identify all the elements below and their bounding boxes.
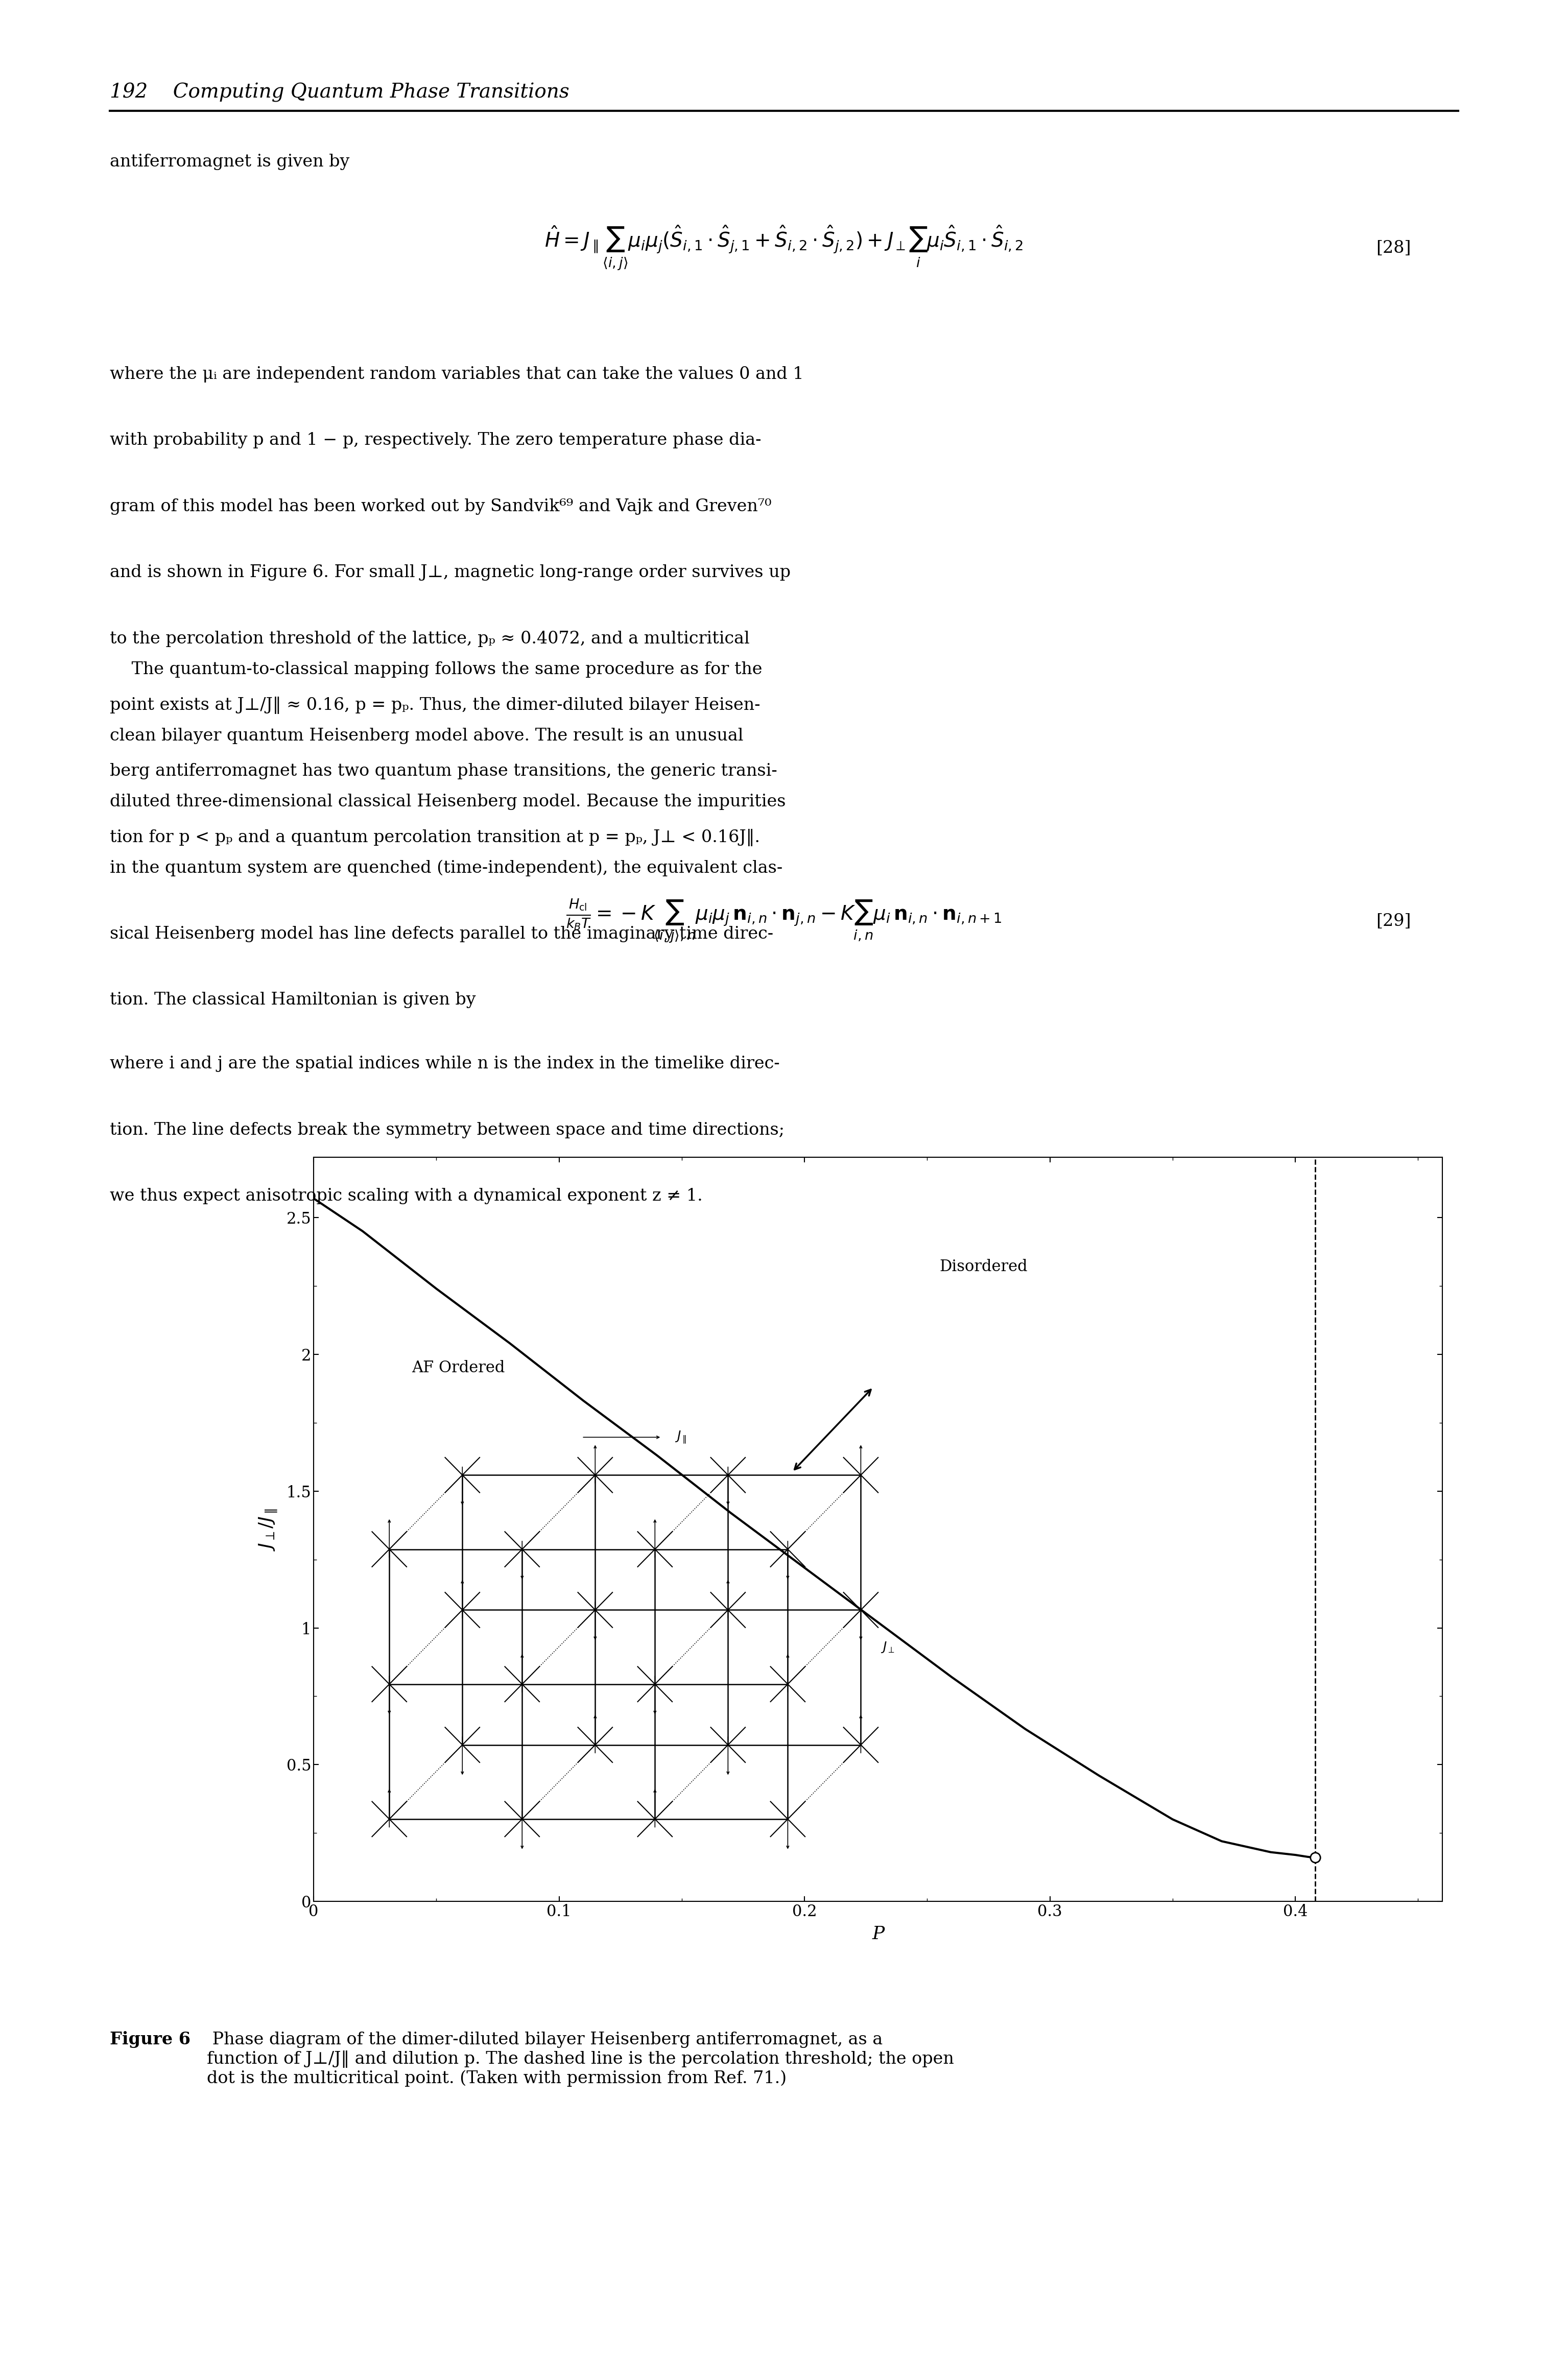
Text: tion. The line defects break the symmetry between space and time directions;: tion. The line defects break the symmetr… <box>110 1122 784 1138</box>
Text: $\frac{H_{\rm cl}}{k_B T} = -K \sum_{\langle i,j \rangle, n} \mu_i \mu_j \, \mat: $\frac{H_{\rm cl}}{k_B T} = -K \sum_{\la… <box>566 898 1002 945</box>
Text: gram of this model has been worked out by Sandvik⁶⁹ and Vajk and Greven⁷⁰: gram of this model has been worked out b… <box>110 498 771 515</box>
Text: to the percolation threshold of the lattice, pₚ ≈ 0.4072, and a multicritical: to the percolation threshold of the latt… <box>110 631 750 647</box>
Text: antiferromagnet is given by: antiferromagnet is given by <box>110 154 350 170</box>
Text: we thus expect anisotropic scaling with a dynamical exponent z ≠ 1.: we thus expect anisotropic scaling with … <box>110 1188 702 1205</box>
Text: [28]: [28] <box>1377 241 1411 255</box>
Text: diluted three-dimensional classical Heisenberg model. Because the impurities: diluted three-dimensional classical Heis… <box>110 794 786 810</box>
Text: Figure 6: Figure 6 <box>110 2031 190 2048</box>
Text: and is shown in Figure 6. For small J⊥, magnetic long-range order survives up: and is shown in Figure 6. For small J⊥, … <box>110 565 790 581</box>
Text: tion. The classical Hamiltonian is given by: tion. The classical Hamiltonian is given… <box>110 992 475 1009</box>
Text: sical Heisenberg model has line defects parallel to the imaginary time direc-: sical Heisenberg model has line defects … <box>110 926 773 942</box>
Text: The quantum-to-classical mapping follows the same procedure as for the: The quantum-to-classical mapping follows… <box>110 661 762 678</box>
Text: $\hat{H} = J_{\parallel} \sum_{\langle i,j \rangle} \mu_i \mu_j(\hat{S}_{i,1} \c: $\hat{H} = J_{\parallel} \sum_{\langle i… <box>544 224 1024 272</box>
Text: AF Ordered: AF Ordered <box>412 1361 505 1377</box>
Text: Phase diagram of the dimer-diluted bilayer Heisenberg antiferromagnet, as a
func: Phase diagram of the dimer-diluted bilay… <box>207 2031 953 2088</box>
Text: where i and j are the spatial indices while n is the index in the timelike direc: where i and j are the spatial indices wh… <box>110 1056 779 1072</box>
Text: [29]: [29] <box>1377 914 1411 928</box>
Text: 192    Computing Quantum Phase Transitions: 192 Computing Quantum Phase Transitions <box>110 83 569 102</box>
Text: tion for p < pₚ and a quantum percolation transition at p = pₚ, J⊥ < 0.16J‖.: tion for p < pₚ and a quantum percolatio… <box>110 829 760 846</box>
Text: clean bilayer quantum Heisenberg model above. The result is an unusual: clean bilayer quantum Heisenberg model a… <box>110 727 743 744</box>
Text: Disordered: Disordered <box>939 1259 1027 1275</box>
X-axis label: P: P <box>872 1925 884 1944</box>
Text: where the μᵢ are independent random variables that can take the values 0 and 1: where the μᵢ are independent random vari… <box>110 366 804 383</box>
Text: in the quantum system are quenched (time-independent), the equivalent clas-: in the quantum system are quenched (time… <box>110 860 782 876</box>
Text: berg antiferromagnet has two quantum phase transitions, the generic transi-: berg antiferromagnet has two quantum pha… <box>110 763 778 779</box>
Text: with probability p and 1 − p, respectively. The zero temperature phase dia-: with probability p and 1 − p, respective… <box>110 432 760 449</box>
Text: point exists at J⊥/J‖ ≈ 0.16, p = pₚ. Thus, the dimer-diluted bilayer Heisen-: point exists at J⊥/J‖ ≈ 0.16, p = pₚ. Th… <box>110 697 760 713</box>
Y-axis label: $J_{\perp}/J_{\parallel}$: $J_{\perp}/J_{\parallel}$ <box>257 1507 279 1552</box>
